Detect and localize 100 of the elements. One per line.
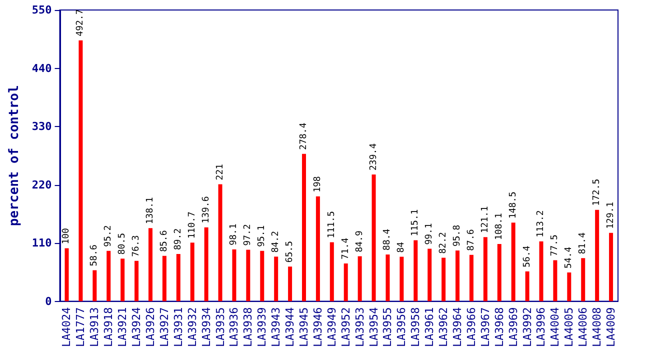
x-tick-label: LA3956 <box>395 307 408 348</box>
bar <box>428 248 432 302</box>
data-label: 85.6 <box>159 230 170 252</box>
x-tick-label: LA3967 <box>478 307 492 348</box>
data-label: 111.5 <box>326 211 337 238</box>
bar <box>400 256 404 302</box>
x-tick-label: LA3924 <box>130 306 144 348</box>
bar <box>469 254 474 302</box>
bar <box>483 237 488 302</box>
data-label: 221 <box>215 164 226 180</box>
bar <box>302 154 306 302</box>
x-tick-label: LA3921 <box>116 307 130 348</box>
data-label: 121.1 <box>480 206 490 234</box>
y-tick-label: 550 <box>32 4 52 16</box>
x-tick-label: LA3934 <box>200 306 213 348</box>
bar <box>414 240 418 302</box>
x-tick-label: LA3996 <box>534 307 548 348</box>
bar <box>581 258 586 302</box>
data-label: 108.1 <box>494 212 504 240</box>
x-tick-label: LA3945 <box>297 307 310 348</box>
y-axis-title: percent of control <box>7 85 22 226</box>
data-label: 65.5 <box>285 240 296 263</box>
bar <box>232 249 236 302</box>
data-label: 172.5 <box>592 178 602 206</box>
bar <box>344 263 348 302</box>
x-tick-label: LA3954 <box>367 306 380 348</box>
x-tick-label: LA3966 <box>464 307 478 348</box>
x-tick-label: LA3953 <box>353 307 366 348</box>
bar <box>274 256 278 302</box>
bar <box>386 254 390 302</box>
x-tick-label: LA3952 <box>339 307 352 348</box>
x-tick-label: LA3962 <box>437 307 450 348</box>
bar <box>120 258 125 302</box>
bar <box>372 174 376 302</box>
data-label: 82.2 <box>438 232 449 254</box>
data-label: 110.7 <box>187 212 198 239</box>
data-label: 87.6 <box>466 229 476 251</box>
data-label: 95.2 <box>104 225 114 247</box>
y-tick-label: 110 <box>32 236 52 250</box>
x-tick-label: LA3913 <box>88 307 102 348</box>
bar <box>148 228 152 302</box>
x-tick-label: LA1777 <box>74 307 88 348</box>
x-tick-label: LA3939 <box>256 307 269 348</box>
x-tick-label: LA3927 <box>158 307 171 348</box>
x-tick-label: LA3935 <box>214 307 227 348</box>
data-label: 81.4 <box>578 232 588 254</box>
bar <box>553 260 558 302</box>
data-label: 84.9 <box>354 230 365 252</box>
bar <box>358 256 362 302</box>
data-label: 95.1 <box>257 225 268 247</box>
data-label: 77.5 <box>550 234 560 256</box>
bar <box>442 258 446 302</box>
x-tick-label: LA3943 <box>270 307 283 348</box>
x-tick-label: LA4005 <box>562 307 576 348</box>
x-tick-label: LA3992 <box>520 307 534 348</box>
data-label: 115.1 <box>410 209 421 236</box>
bar <box>288 266 292 302</box>
bar <box>218 184 222 302</box>
data-label: 97.2 <box>243 224 254 246</box>
bar <box>316 196 320 302</box>
data-label: 71.4 <box>340 238 351 260</box>
bar <box>511 222 516 302</box>
y-tick-label: 220 <box>32 178 52 192</box>
bar <box>204 227 208 302</box>
bar <box>106 250 111 302</box>
bar <box>176 254 180 302</box>
x-tick-label: LA3944 <box>284 306 297 348</box>
x-tick-label: LA3931 <box>172 307 185 348</box>
data-label: 76.3 <box>132 235 142 257</box>
data-label: 95.8 <box>452 224 463 247</box>
data-label: 113.2 <box>536 210 546 238</box>
x-tick-label: LA4004 <box>548 306 562 348</box>
x-tick-label: LA3926 <box>144 307 157 348</box>
data-label: 84.2 <box>271 230 282 253</box>
x-tick-label: LA3958 <box>409 307 422 348</box>
bar <box>190 242 194 302</box>
bar <box>525 271 530 302</box>
data-label: 492.7 <box>76 9 86 36</box>
bar <box>567 272 572 302</box>
data-label: 98.1 <box>229 224 240 246</box>
data-label: 278.4 <box>298 122 309 150</box>
x-tick-label: LA3955 <box>381 307 394 348</box>
bar <box>246 250 250 302</box>
y-tick-label: 0 <box>45 294 52 308</box>
bar <box>92 270 97 302</box>
bar <box>78 40 83 302</box>
x-tick-label: LA3969 <box>506 307 520 348</box>
x-tick-label: LA3936 <box>228 307 241 348</box>
bar <box>64 248 69 302</box>
data-label: 198 <box>312 176 323 192</box>
data-label: 138.1 <box>145 197 156 224</box>
data-label: 84 <box>396 242 407 253</box>
x-tick-label: LA3968 <box>492 307 506 348</box>
x-tick-label: LA3961 <box>423 307 436 348</box>
bar <box>609 232 614 302</box>
data-label: 56.4 <box>522 246 532 268</box>
bar <box>456 250 460 302</box>
x-tick-label: LA3918 <box>102 307 116 348</box>
data-label: 54.4 <box>564 246 574 268</box>
x-tick-label: LA3932 <box>186 307 199 348</box>
